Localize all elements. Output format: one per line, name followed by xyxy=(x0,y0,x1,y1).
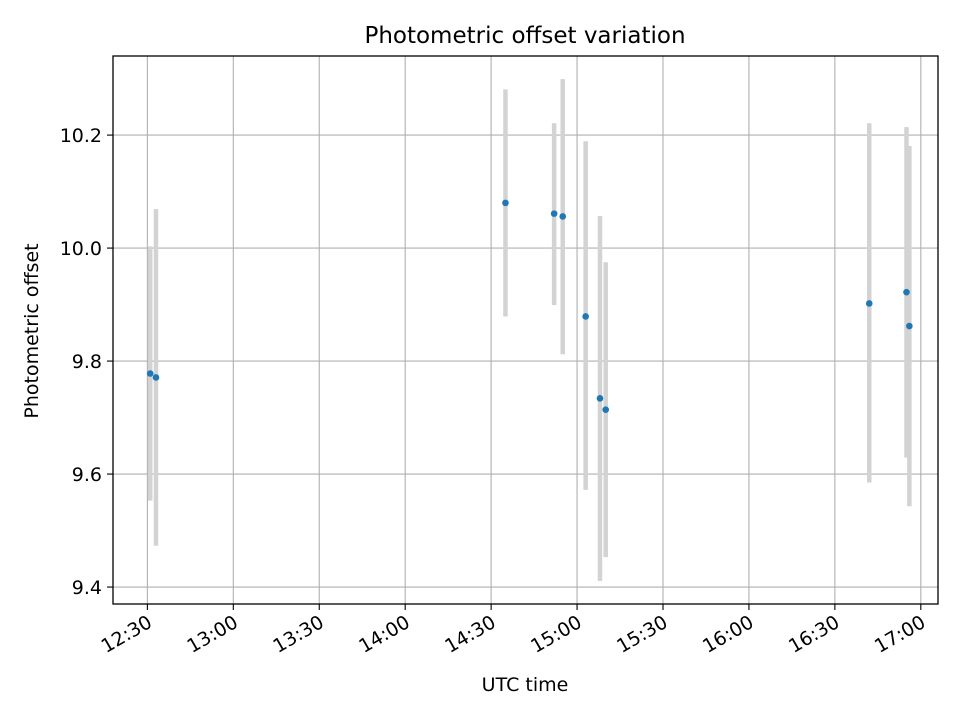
data-points xyxy=(146,199,913,413)
y-tick-label: 10.2 xyxy=(60,125,102,147)
y-tick-label: 9.4 xyxy=(72,577,102,599)
y-axis: 9.4 9.6 9.8 10.0 10.2 xyxy=(60,125,113,599)
data-point xyxy=(906,322,913,330)
data-point xyxy=(602,406,610,413)
data-point xyxy=(865,300,873,307)
data-point xyxy=(582,313,589,320)
chart-title: Photometric offset variation xyxy=(364,23,685,49)
data-point xyxy=(146,370,154,377)
x-axis-label: UTC time xyxy=(482,674,569,696)
y-axis-label: Photometric offset xyxy=(21,243,43,418)
plot-frame xyxy=(112,55,939,605)
data-point xyxy=(502,199,509,207)
y-tick-label: 9.6 xyxy=(72,464,102,486)
data-point xyxy=(559,213,567,220)
grid xyxy=(113,56,938,604)
data-point xyxy=(550,210,558,217)
data-point xyxy=(596,395,604,402)
y-tick-label: 9.8 xyxy=(72,351,102,373)
y-tick-label: 10.0 xyxy=(60,238,102,260)
data-point xyxy=(152,374,160,381)
data-point xyxy=(903,288,910,296)
